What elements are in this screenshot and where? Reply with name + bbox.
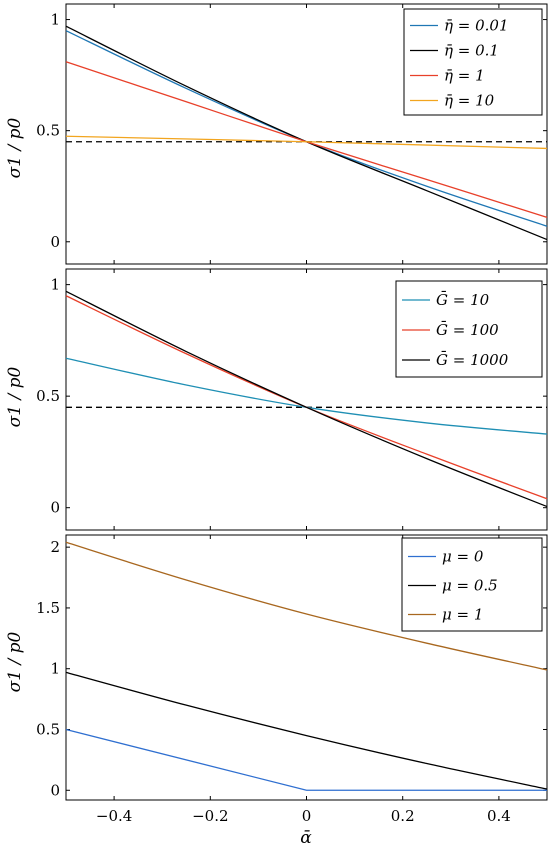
- legend-label: η̄ = 10: [444, 92, 495, 110]
- panel-3-yticks: 0 0.5 1 1.5 2: [36, 535, 547, 800]
- ytick-label: 0: [50, 499, 60, 517]
- ytick-label: 0.5: [36, 387, 60, 405]
- panel-1-frame: [65, 3, 548, 265]
- legend-label: Ḡ = 10: [436, 291, 490, 309]
- ytick-label: 0: [50, 781, 60, 799]
- ytick-label: 1: [50, 11, 60, 29]
- xtick-label: 0.4: [487, 807, 511, 825]
- legend-box: [395, 280, 543, 378]
- legend-box: [401, 537, 543, 632]
- ytick-label: 2: [50, 538, 60, 556]
- legend-label: μ = 0: [442, 548, 484, 566]
- ytick-label: 0.5: [36, 720, 60, 738]
- xtick-label: −0.2: [192, 807, 228, 825]
- panel-1-legend: η̄ = 0.01 η̄ = 0.1 η̄ = 1 η̄ = 10: [403, 8, 543, 116]
- panel-1: σ1 / p0 00.51 η̄ = 0.01η̄ = 0.1η̄ = 1η̄ …: [5, 3, 548, 265]
- panel-2-yticks: 00.51: [36, 269, 547, 530]
- panel-2-ylabel: σ1 / p0: [5, 366, 25, 427]
- legend-label: η̄ = 1: [444, 67, 485, 85]
- legend-label: η̄ = 0.1: [444, 42, 499, 60]
- panel-3-ylabel: σ1 / p0: [5, 631, 25, 692]
- legend-label: η̄ = 0.01: [444, 17, 509, 35]
- legend-box: [403, 8, 543, 116]
- xtick-label: −0.4: [96, 807, 132, 825]
- series-line-1: [65, 728, 547, 791]
- panel-2-legend: Ḡ = 10 Ḡ = 100 Ḡ = 1000: [395, 280, 543, 378]
- xtick-label: 0.2: [391, 807, 415, 825]
- ytick-label: 1.5: [36, 599, 60, 617]
- ytick-label: 0: [50, 233, 60, 251]
- xtick-label: 0: [302, 807, 312, 825]
- panel-3-legend: μ = 0 μ = 0.5 μ = 1: [401, 537, 543, 632]
- panel-1-ylabel: σ1 / p0: [5, 117, 25, 178]
- legend-label: Ḡ = 1000: [436, 351, 509, 369]
- series-line-2: [65, 671, 548, 790]
- ytick-label: 1: [50, 660, 60, 678]
- ytick-label: 1: [50, 276, 60, 294]
- panel-3-frame: [65, 534, 548, 801]
- ytick-label: 0.5: [36, 122, 60, 140]
- legend-label: μ = 0.5: [442, 577, 498, 595]
- panel-1-yticks: 00.51: [36, 4, 547, 264]
- panel-1-plot: [65, 25, 548, 241]
- series-line-3: [65, 541, 548, 671]
- panel-3: σ1 / p0 0 0.5 1 1.5 2 μ = 0 μ = 0.5 μ = 1 −0.4…: [5, 534, 548, 848]
- legend-label: μ = 1: [442, 606, 483, 624]
- x-axis-label: ᾱ: [300, 828, 312, 848]
- panel-2-frame: [65, 268, 548, 531]
- series-line-4: [65, 135, 548, 150]
- panel-3-plot: [65, 541, 548, 791]
- panel-2-plot: [65, 290, 548, 508]
- legend-label: Ḡ = 100: [436, 321, 499, 339]
- panel-3-xticks: −0.4 −0.2 0 0.2 0.4: [96, 807, 511, 825]
- series-line-3: [65, 290, 548, 508]
